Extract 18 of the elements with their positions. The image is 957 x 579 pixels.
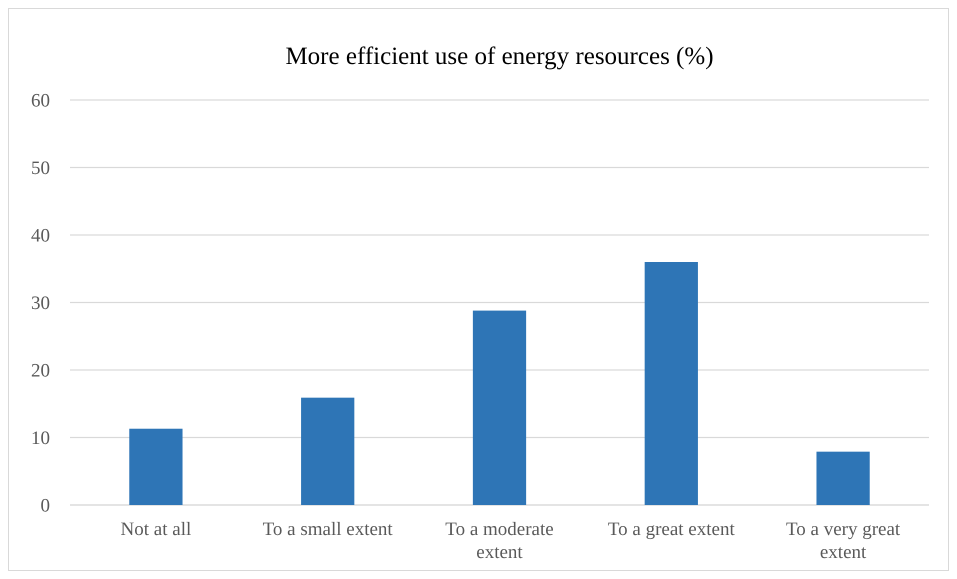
y-tick-label: 20	[31, 360, 50, 382]
bar	[816, 452, 870, 505]
bar	[644, 262, 698, 505]
x-tick-label: To a great extent	[608, 519, 736, 540]
x-tick-label: To a small extent	[262, 519, 394, 540]
y-tick-label: 60	[31, 90, 50, 112]
y-tick-label: 40	[31, 226, 50, 247]
chart-title: More efficient use of energy resources (%)	[285, 43, 714, 70]
bar	[472, 310, 526, 505]
bar	[129, 428, 183, 505]
x-tick-label: To a very great extent	[786, 519, 901, 563]
y-tick-label: 10	[31, 428, 50, 450]
y-tick-label: 50	[31, 158, 50, 180]
x-tick-label: To a moderate extent	[445, 519, 554, 563]
y-tick-label: 30	[31, 293, 50, 314]
bar	[301, 398, 354, 505]
y-tick-label: 0	[40, 496, 50, 517]
x-tick-label: Not at all	[120, 519, 192, 540]
